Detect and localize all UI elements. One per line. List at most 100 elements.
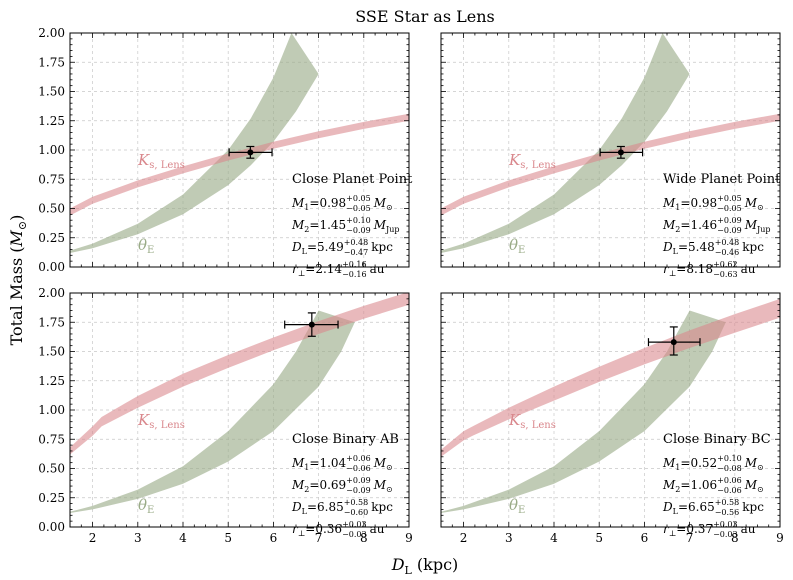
- annotation-value: 0.98: [690, 196, 717, 210]
- annotation-unit: M: [373, 456, 387, 470]
- annotation-unit-sub: ⊙: [386, 463, 393, 472]
- y-tick-label-6: 1.50: [38, 345, 65, 359]
- annotation-symbol-sub: 1: [675, 203, 680, 212]
- annotation-symbol: r: [292, 522, 299, 536]
- annotation-error-down: −0.03: [342, 530, 367, 539]
- x-tick-label-7: 9: [776, 531, 784, 545]
- annotation-symbol-sub: 2: [304, 485, 309, 494]
- annotation-unit: M: [373, 218, 387, 232]
- annotation-error-up: +0.05: [346, 194, 371, 203]
- x-axis-label: DL (kpc): [391, 555, 459, 577]
- x-tick-label-1: 3: [505, 531, 513, 545]
- annotation-error-down: −0.09: [346, 486, 371, 495]
- ks-lens-band: [441, 298, 780, 457]
- annotation-unit-sub: Jup: [756, 225, 770, 234]
- annotation-unit: M: [373, 478, 387, 492]
- x-tick-label-4: 6: [641, 531, 649, 545]
- ks-lens-band: [70, 293, 409, 455]
- annotation-unit-sub: ⊙: [757, 485, 764, 494]
- annotation-unit-sub: ⊙: [757, 463, 764, 472]
- annotation-equals: =: [309, 456, 319, 470]
- annotation-value: 5.48: [688, 240, 715, 254]
- annotation-error-up: +0.03: [342, 520, 367, 529]
- annotation-error-down: −0.47: [344, 248, 369, 257]
- panel-top-left-ticks: [69, 32, 410, 268]
- ks-lens-label-main: K: [508, 151, 521, 169]
- annotation-symbol: r: [663, 262, 670, 276]
- annotation-error-down: −0.09: [346, 226, 371, 235]
- annotation-symbol-sub: ⊥: [669, 529, 677, 538]
- annotation-symbol: D: [662, 240, 673, 254]
- x-tick-label-6: 8: [731, 531, 739, 545]
- theta-e-label-sub: E: [518, 245, 525, 256]
- annotation-value: 0.52: [690, 456, 717, 470]
- y-axis-label: Total Mass (M⊙): [7, 215, 29, 346]
- theta-e-label-sub: E: [147, 245, 154, 256]
- annotation-error-up: +0.48: [344, 238, 369, 247]
- annotation-value: 1.04: [319, 456, 346, 470]
- y-tick-label-5: 1.25: [38, 114, 65, 128]
- x-tick-label-0: 2: [460, 531, 468, 545]
- annotation-equals: =: [678, 240, 688, 254]
- annotation-symbol: r: [292, 262, 299, 276]
- annotation-unit-sub: ⊙: [386, 203, 393, 212]
- annotation-title: Close Binary AB: [292, 432, 399, 447]
- x-tick-label-3: 5: [224, 531, 232, 545]
- annotation-unit: M: [744, 196, 758, 210]
- annotation-error-up: +0.48: [715, 238, 740, 247]
- y-tick-label-3: 0.75: [38, 432, 65, 446]
- ks-lens-label-sub: s, Lens: [520, 160, 556, 171]
- y-tick-label-4: 1.00: [38, 143, 65, 157]
- annotation-line-0: M1=0.98+0.05 −0.05 M⊙: [291, 194, 393, 213]
- annotation-value: 0.37: [686, 522, 713, 536]
- annotation-unit: au: [741, 262, 756, 276]
- annotation-error-up: +0.10: [346, 216, 371, 225]
- ks-lens-band: [70, 113, 409, 216]
- annotation-unit: M: [744, 218, 758, 232]
- annotation-value: 0.98: [319, 196, 346, 210]
- annotation-title: Close Binary BC: [663, 432, 771, 447]
- annotation-line-0: M1=0.52+0.10 −0.08 M⊙: [662, 454, 764, 473]
- annotation-value: 6.65: [688, 500, 715, 514]
- data-point: [617, 149, 624, 156]
- panel-bottom-right-ticks: [440, 292, 781, 528]
- x-tick-label-0: 2: [89, 531, 97, 545]
- theta-e-label-sub: E: [518, 505, 525, 516]
- annotation-error-down: −0.05: [717, 204, 742, 213]
- theta-e-label: θE: [138, 496, 154, 516]
- panel-top-right-ticks: [440, 32, 781, 268]
- data-point: [247, 149, 254, 156]
- x-tick-label-2: 4: [550, 531, 558, 545]
- ks-lens-label: Ks, Lens: [508, 151, 556, 171]
- annotation-error-down: −0.09: [717, 226, 742, 235]
- annotation-line-1: M2=1.45+0.10 −0.09 MJup: [291, 216, 399, 235]
- annotation-equals: =: [680, 456, 690, 470]
- annotation-equals: =: [305, 262, 315, 276]
- annotation-unit: au: [741, 522, 756, 536]
- y-tick-label-8: 2.00: [38, 26, 65, 40]
- y-tick-label-7: 1.75: [38, 55, 65, 69]
- annotation-error-up: +0.62: [713, 260, 738, 269]
- annotation-error-up: +0.06: [717, 476, 742, 485]
- theta-e-label-main: θ: [509, 236, 518, 254]
- annotation-error-down: −0.06: [717, 486, 742, 495]
- figure-title: SSE Star as Lens: [355, 7, 495, 26]
- y-tick-label-0: 0.00: [38, 520, 65, 534]
- y-tick-label-2: 0.50: [38, 202, 65, 216]
- x-tick-label-2: 4: [179, 531, 187, 545]
- ks-lens-label-sub: s, Lens: [520, 420, 556, 431]
- x-tick-label-6: 8: [360, 531, 368, 545]
- annotation-symbol-sub: L: [673, 247, 679, 256]
- annotation-symbol: M: [291, 196, 305, 210]
- annotation-value: 2.14: [315, 262, 342, 276]
- annotation-line-2: DL=5.49+0.48 −0.47 kpc: [291, 238, 393, 257]
- annotation-unit: kpc: [371, 240, 393, 254]
- x-tick-label-7: 9: [405, 531, 413, 545]
- panel-top-left-plot-area: [70, 33, 409, 253]
- data-point: [670, 339, 677, 346]
- annotation-equals: =: [307, 500, 317, 514]
- annotation-value: 1.45: [319, 218, 346, 232]
- annotation-title: Wide Planet Point: [663, 172, 781, 187]
- annotation-error-down: −0.05: [346, 204, 371, 213]
- annotation-unit-sub: Jup: [385, 225, 399, 234]
